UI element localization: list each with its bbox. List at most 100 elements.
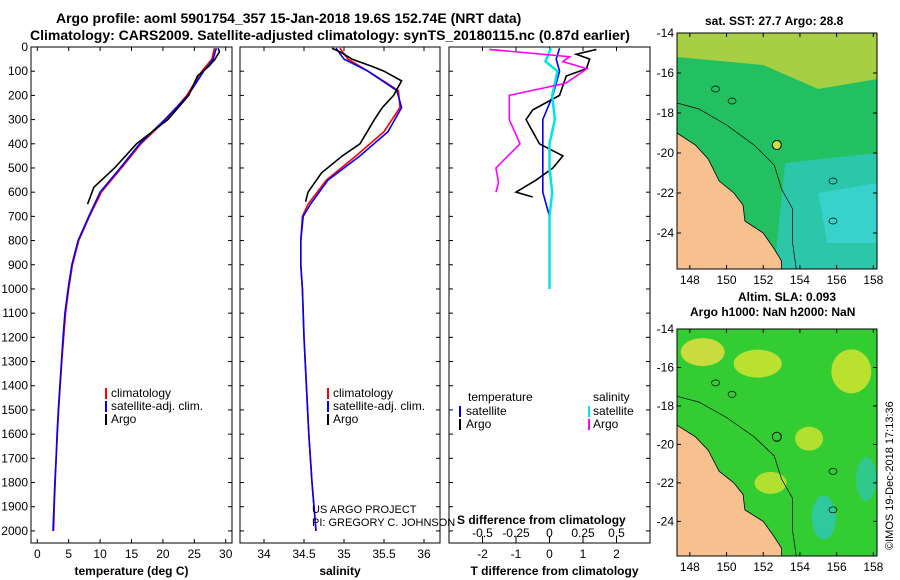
map-y-tick-label: -16 (657, 66, 675, 80)
argo-float-marker (771, 431, 782, 442)
series-line-satellite-adj-clim- (299, 47, 403, 531)
map-x-tick-label: 158 (863, 560, 883, 574)
reef-outline (828, 177, 838, 185)
sla-low (855, 457, 876, 502)
y-tick-label: 0 (21, 40, 28, 54)
series-line-argo (86, 47, 221, 205)
climatology-title: Climatology: CARS2009. Satellite-adjuste… (30, 27, 630, 43)
reef-outline (727, 97, 737, 105)
argo-float-marker (771, 140, 782, 150)
x-tick-label: 34 (257, 547, 271, 561)
legend-label: climatology (111, 386, 171, 400)
map-y-tick-label: -18 (657, 399, 675, 413)
series-line-temperature-satellite (541, 47, 561, 289)
sla-map-title-2: Argo h1000: NaN h2000: NaN (690, 305, 856, 319)
legend-label: Argo (466, 417, 492, 431)
map-x-tick-label: 150 (717, 273, 737, 287)
sla-low (811, 495, 836, 540)
x-tick-label: 0 (546, 547, 553, 561)
legend-title-temperature: temperature (468, 390, 533, 404)
reef-outline (711, 379, 720, 387)
series-line-argo (304, 47, 403, 203)
sla-high (733, 349, 782, 378)
y-tick-label: 700 (8, 209, 28, 223)
y-tick-label: 1900 (1, 500, 28, 514)
x2-tick-label: 0.25 (571, 526, 595, 540)
map-y-tick-label: -20 (657, 437, 675, 451)
x-tick-label: 5 (65, 547, 72, 561)
map-sla-map (676, 328, 878, 557)
map-y-tick-label: -22 (657, 186, 675, 200)
y-tick-label: 300 (8, 113, 28, 127)
x-tick-label: -2 (477, 547, 488, 561)
y-tick-label: 200 (8, 88, 28, 102)
x2-tick-label: -0.5 (472, 526, 493, 540)
x2-tick-label: 0.5 (608, 526, 625, 540)
legend-label: climatology (333, 386, 393, 400)
y-tick-label: 800 (8, 234, 28, 248)
series-line-temperature-argo (514, 48, 597, 198)
reef-outline (828, 217, 838, 225)
map-y-tick-label: -16 (657, 360, 675, 374)
y-tick-label: 900 (8, 258, 28, 272)
map-y-tick-label: -24 (657, 226, 675, 240)
x-tick-label: 30 (219, 547, 233, 561)
sla-high (680, 338, 725, 367)
legend-label: Argo (593, 417, 619, 431)
y-tick-label: 1700 (1, 451, 28, 465)
x-tick-label: 1 (580, 547, 587, 561)
x-tick-label: 15 (125, 547, 139, 561)
map-y-tick-label: -24 (657, 514, 675, 528)
y-tick-label: 1600 (1, 427, 28, 441)
legend-label: satellite-adj. clim. (111, 399, 203, 413)
map-x-tick-label: 148 (680, 273, 700, 287)
map-x-tick-label: 150 (717, 560, 737, 574)
x-axis-label: salinity (319, 564, 361, 578)
x2-tick-label: -0.25 (502, 526, 530, 540)
credit-project: US ARGO PROJECT (312, 504, 417, 516)
sst-map-title: sat. SST: 27.7 Argo: 28.8 (705, 14, 844, 28)
plot-frame-difference (448, 46, 651, 544)
y-tick-label: 100 (8, 64, 28, 78)
legend-label: satellite-adj. clim. (333, 399, 425, 413)
sla-high (795, 426, 824, 451)
plot-frame-temperature (30, 46, 233, 544)
map-sst-map (676, 32, 878, 270)
map-x-tick-label: 152 (753, 560, 773, 574)
map-x-tick-label: 156 (827, 273, 847, 287)
x-axis-label: T difference from climatology (470, 564, 638, 578)
y-tick-label: 1800 (1, 476, 28, 490)
y-tick-label: 1500 (1, 403, 28, 417)
map-x-tick-label: 152 (753, 273, 773, 287)
x-tick-label: 2 (613, 547, 620, 561)
y-tick-label: 2000 (1, 524, 28, 538)
y-tick-label: 1100 (2, 306, 28, 320)
legend-label: Argo (333, 412, 359, 426)
sla-map-title-1: Altim. SLA: 0.093 (738, 290, 837, 304)
series-line-satellite-adj-clim- (52, 47, 218, 531)
imos-timestamp: ©IMOS 19-Dec-2018 17:13:36 (884, 401, 896, 550)
map-frame (676, 32, 878, 270)
series-line-salinity-argo (489, 48, 589, 193)
plot-frame-salinity (239, 46, 441, 544)
x2-axis-label: S difference from climatology (457, 513, 626, 527)
map-x-tick-label: 154 (790, 273, 810, 287)
x-tick-label: -1 (511, 547, 522, 561)
map-x-tick-label: 148 (680, 560, 700, 574)
map-x-tick-label: 156 (827, 560, 847, 574)
cool-pool-2 (818, 183, 877, 243)
map-x-tick-label: 158 (863, 273, 883, 287)
map-y-tick-label: -18 (657, 106, 675, 120)
warm-band (677, 33, 877, 89)
credit-pi: PI: GREGORY C. JOHNSON (312, 517, 456, 529)
reef-outline (711, 85, 720, 93)
reef-outline (828, 468, 838, 475)
y-tick-label: 1200 (1, 330, 28, 344)
y-tick-label: 1400 (1, 379, 28, 393)
y-tick-label: 400 (8, 137, 28, 151)
y-tick-label: 600 (8, 185, 28, 199)
series-line-salinity-satellite (543, 47, 559, 289)
map-y-tick-label: -14 (657, 26, 675, 40)
legend-label: satellite (466, 404, 507, 418)
